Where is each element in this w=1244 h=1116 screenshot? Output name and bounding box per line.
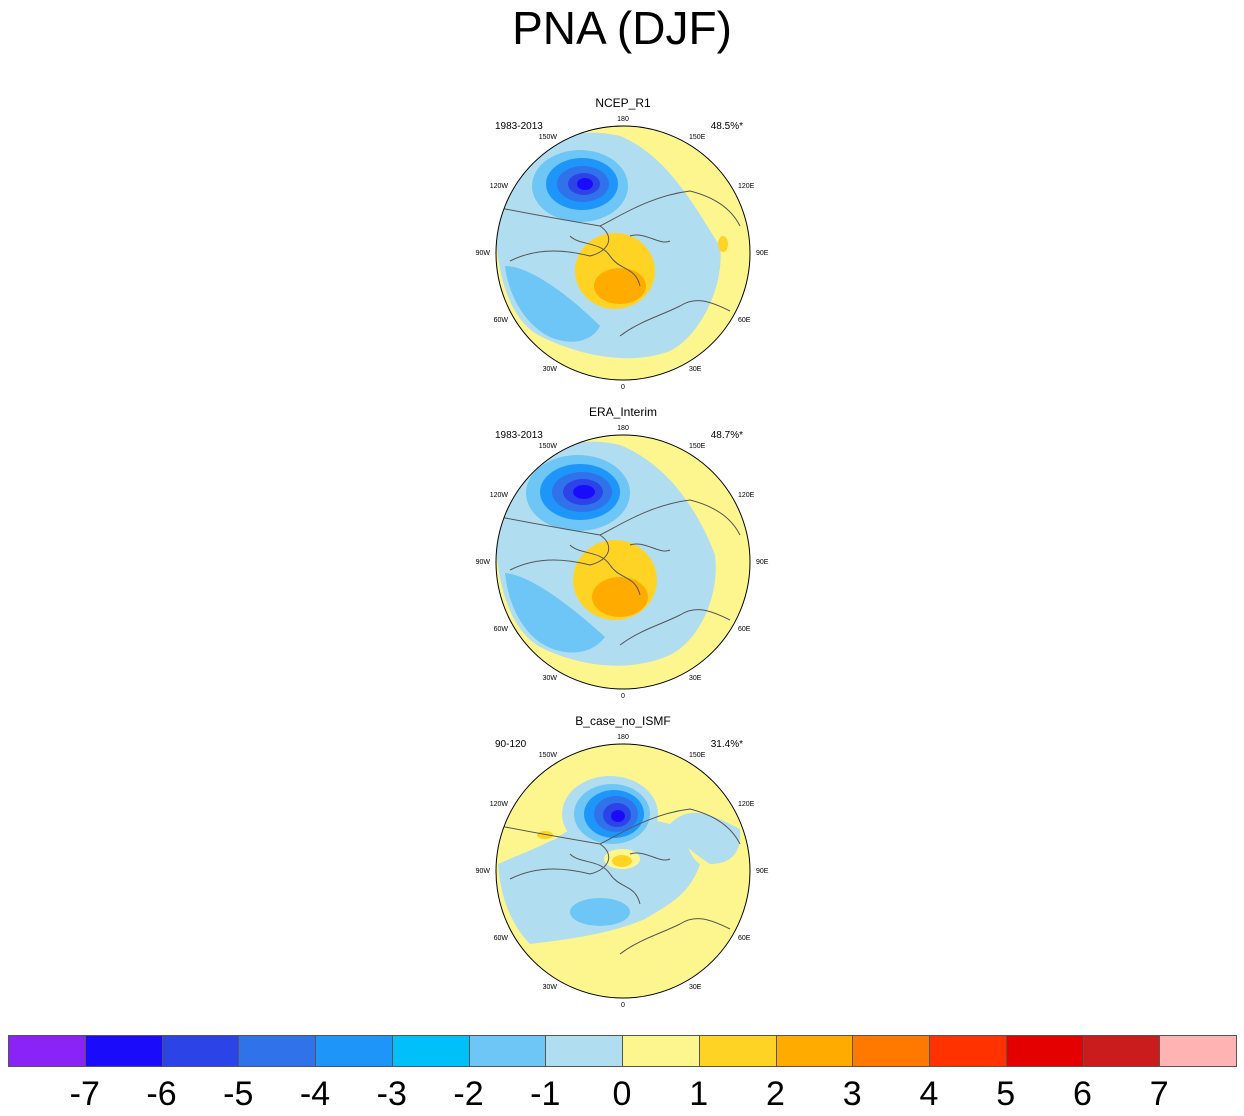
lon-label-30w: 30W — [543, 984, 558, 991]
colorbar-label: 0 — [612, 1075, 632, 1113]
colorbar — [8, 1035, 1237, 1069]
panel-title: B_case_no_ISMF — [575, 714, 671, 728]
lon-label-30w: 30W — [543, 366, 558, 373]
colorbar-box — [545, 1035, 623, 1067]
lon-label-60w: 60W — [494, 935, 509, 942]
lon-label-150w: 150W — [539, 134, 558, 141]
lon-label-60e: 60E — [738, 935, 751, 942]
colorbar-label: -7 — [69, 1075, 100, 1113]
lon-label-0: 0 — [621, 693, 625, 700]
colorbar-box — [622, 1035, 700, 1067]
lon-label-120e: 120E — [738, 801, 755, 808]
lon-label-120w: 120W — [490, 183, 509, 190]
colorbar-label: 2 — [766, 1075, 785, 1113]
lon-label-150e: 150E — [689, 752, 706, 759]
lon-label-180: 180 — [617, 116, 629, 123]
colorbar-box — [1082, 1035, 1161, 1067]
colorbar-label: 1 — [689, 1075, 709, 1113]
colorbar-label: -4 — [299, 1075, 331, 1113]
colorbar-box — [852, 1035, 930, 1067]
panel-title: NCEP_R1 — [595, 96, 651, 110]
lon-label-150e: 150E — [689, 443, 706, 450]
colorbar-label: 7 — [1149, 1075, 1169, 1113]
colorbar-box — [161, 1035, 240, 1067]
colorbar-box — [775, 1035, 854, 1067]
lon-label-150w: 150W — [539, 752, 558, 759]
panel-period: 1983-2013 — [495, 121, 543, 132]
polar-map: 180 150E 120E 90E 60E 30E 0 30W 60W 90W … — [476, 425, 769, 700]
colorbar-box — [929, 1035, 1007, 1067]
lon-label-90e: 90E — [756, 250, 769, 257]
lon-label-120e: 120E — [738, 492, 755, 499]
figure-title: PNA (DJF) — [512, 2, 732, 54]
colorbar-label: 3 — [842, 1075, 862, 1113]
colorbar-box — [468, 1035, 547, 1067]
lon-label-30w: 30W — [543, 675, 558, 682]
panel-variance: 31.4%* — [710, 739, 743, 750]
colorbar-box — [1159, 1035, 1237, 1067]
colorbar-box — [391, 1035, 470, 1067]
lon-label-120w: 120W — [490, 801, 509, 808]
lon-label-60e: 60E — [738, 317, 751, 324]
panel-variance: 48.7%* — [710, 430, 743, 441]
colorbar-label: -5 — [223, 1075, 254, 1113]
lon-label-90e: 90E — [756, 559, 769, 566]
colorbar-label: 5 — [996, 1075, 1016, 1113]
map-panel-bcase: B_case_no_ISMF 90-120 31.4%* 180 150E 12… — [470, 714, 776, 1014]
lon-label-180: 180 — [617, 425, 629, 432]
colorbar-box — [315, 1035, 393, 1067]
colorbar-box — [84, 1035, 163, 1067]
colorbar-label: -3 — [376, 1075, 407, 1113]
colorbar-label: -1 — [530, 1075, 561, 1113]
polar-map: 180 150E 120E 90E 60E 30E 0 30W 60W 90W … — [476, 734, 769, 1009]
lon-label-60w: 60W — [494, 626, 509, 633]
lon-label-0: 0 — [621, 1002, 625, 1009]
lon-label-60e: 60E — [738, 626, 751, 633]
lon-label-90w: 90W — [476, 250, 491, 257]
map-panel-era: ERA_Interim 1983-2013 48.7%* 180 150E 12… — [470, 405, 776, 705]
lon-label-90e: 90E — [756, 868, 769, 875]
colorbar-box — [698, 1035, 777, 1067]
colorbar-label: 4 — [919, 1075, 939, 1113]
polar-map: 180 150E 120E 90E 60E 30E 0 30W 60W 90W … — [476, 116, 769, 391]
colorbar-box — [8, 1035, 86, 1067]
panel-title: ERA_Interim — [588, 405, 658, 419]
lon-label-180: 180 — [617, 734, 629, 741]
lon-label-0: 0 — [621, 384, 625, 391]
lon-label-90w: 90W — [476, 559, 491, 566]
lon-label-90w: 90W — [476, 868, 491, 875]
colorbar-box — [238, 1035, 316, 1067]
lon-label-120e: 120E — [738, 183, 755, 190]
lon-label-30e: 30E — [689, 675, 702, 682]
lon-label-30e: 30E — [689, 984, 702, 991]
panel-variance: 48.5%* — [710, 121, 743, 132]
lon-label-30e: 30E — [689, 366, 702, 373]
panel-period: 90-120 — [495, 739, 527, 750]
lon-label-60w: 60W — [494, 317, 509, 324]
colorbar-label: 6 — [1073, 1075, 1092, 1113]
colorbar-label: -2 — [453, 1075, 484, 1113]
colorbar-box — [1005, 1035, 1084, 1067]
colorbar-label: -6 — [146, 1075, 177, 1113]
map-panel-ncep: NCEP_R1 1983-2013 48.5%* 180 150E 120E 9… — [470, 96, 776, 396]
panel-period: 1983-2013 — [495, 430, 543, 441]
lon-label-120w: 120W — [490, 492, 509, 499]
lon-label-150w: 150W — [539, 443, 558, 450]
lon-label-150e: 150E — [689, 134, 706, 141]
